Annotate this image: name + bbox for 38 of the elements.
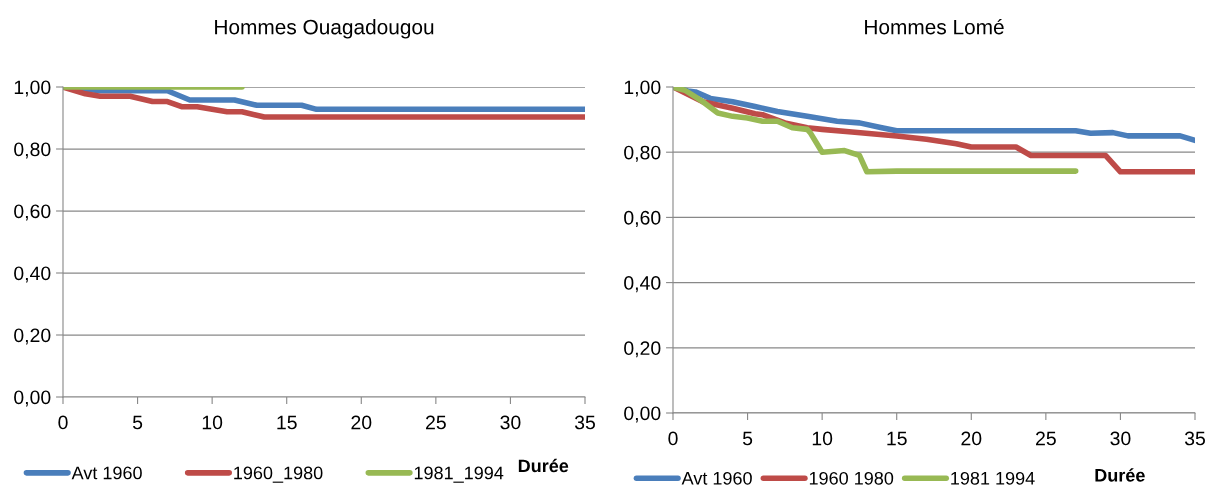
x-tick-label: 20 (351, 415, 372, 430)
y-tick-label: 0,60 (14, 204, 51, 221)
y-tick-label: 0,20 (14, 328, 51, 345)
x-tick-label: 25 (426, 415, 446, 430)
x-tick-label: 20 (961, 431, 982, 446)
y-tick-label: 0,40 (624, 276, 661, 293)
y-tick-label: 0,40 (14, 266, 51, 283)
x-tick-label: 35 (1184, 431, 1205, 446)
x-tick-label: 30 (1110, 431, 1131, 446)
y-tick-label: 0,00 (14, 390, 51, 407)
y-tick-label: 0,20 (624, 341, 661, 358)
legend-label: 1960_1980 (234, 466, 323, 483)
x-tick-label: 5 (742, 431, 753, 446)
x-axis-title: Durée (518, 458, 569, 473)
x-tick-label: 5 (132, 415, 143, 430)
y-tick-label: 1,00 (624, 80, 661, 97)
x-tick-label: 0 (668, 431, 678, 446)
x-tick-label: 15 (277, 415, 297, 430)
chart-title: Hommes Lomé (865, 18, 1004, 35)
x-tick-label: 35 (574, 415, 595, 430)
legend-label: Avt 1960 (681, 471, 752, 485)
y-tick-label: 0,80 (624, 145, 661, 162)
x-tick-label: 10 (202, 415, 223, 430)
x-tick-label: 15 (887, 431, 907, 446)
y-tick-label: 0,80 (14, 142, 51, 159)
legend-label: 1981_1994 (414, 466, 504, 483)
legend-label: 1960 1980 (809, 471, 894, 485)
x-tick-label: 10 (812, 431, 833, 446)
legend-label: 1981 1994 (951, 471, 1035, 485)
legend-label: Avt 1960 (71, 466, 142, 480)
y-tick-label: 1,00 (14, 80, 51, 97)
chart-title: Hommes Ouagadougou (215, 19, 434, 39)
x-axis-title: Durée (1095, 468, 1145, 482)
x-tick-label: 0 (58, 415, 68, 430)
y-tick-label: 0,60 (624, 210, 661, 227)
x-tick-label: 25 (1036, 431, 1056, 446)
y-tick-label: 0,00 (624, 406, 661, 423)
x-tick-label: 30 (500, 415, 521, 430)
